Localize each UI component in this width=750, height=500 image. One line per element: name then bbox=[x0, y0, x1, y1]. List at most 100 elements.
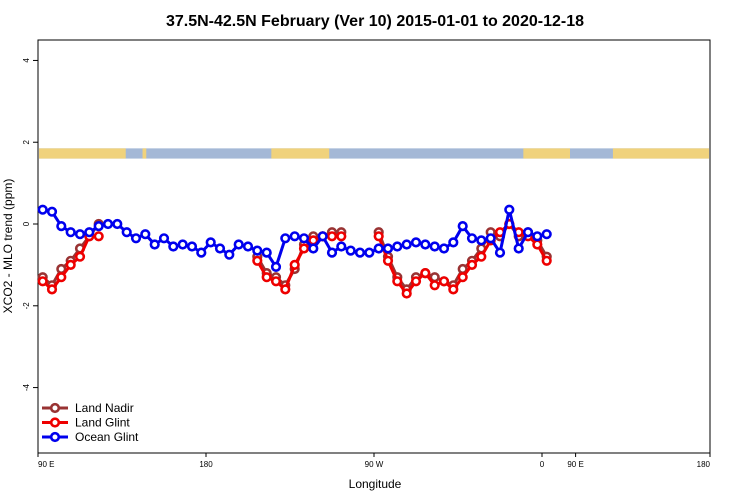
ocean-glint-point bbox=[214, 243, 226, 254]
series-layer bbox=[37, 204, 552, 299]
land-glint-point bbox=[56, 272, 67, 283]
ocean-glint-point bbox=[233, 239, 244, 250]
ocean-glint-point bbox=[93, 221, 104, 232]
legend-item-land-glint: Land Glint bbox=[42, 416, 130, 430]
ocean-glint-point bbox=[541, 229, 552, 240]
x-tick-label: 90 E bbox=[38, 460, 54, 469]
land-segment-2 bbox=[271, 148, 330, 159]
land-segment-1 bbox=[142, 148, 147, 159]
land-glint-point bbox=[466, 259, 478, 271]
x-axis: 90 E 180 90 W 0 180 90 E bbox=[37, 453, 711, 469]
land-glint-point bbox=[438, 276, 450, 287]
ocean-glint-point bbox=[130, 233, 142, 244]
plot-frame bbox=[37, 39, 711, 454]
chart-title: 37.5N-42.5N February (Ver 10) 2015-01-01… bbox=[166, 13, 584, 30]
ocean-glint-point bbox=[46, 206, 58, 217]
land-glint-point bbox=[46, 284, 58, 295]
y-tick-label: 0 bbox=[22, 221, 31, 226]
ocean-glint-point bbox=[74, 229, 86, 240]
y-tick-label: 4 bbox=[22, 58, 31, 63]
y-axis-label: XCO2 - MLO trend (ppm) bbox=[1, 179, 15, 314]
ocean-glint-point bbox=[494, 247, 506, 258]
ocean-glint-point bbox=[298, 233, 310, 244]
land-glint-point bbox=[476, 251, 487, 262]
ocean-glint-point bbox=[429, 241, 440, 252]
land-glint-point bbox=[541, 255, 552, 266]
land-glint-point bbox=[448, 284, 459, 295]
ocean-glint-point bbox=[401, 239, 412, 250]
ocean-glint-point bbox=[448, 237, 459, 248]
ocean-glint-point bbox=[513, 243, 524, 254]
ocean-glint-point bbox=[270, 261, 282, 273]
ocean-glint-point bbox=[112, 218, 123, 230]
ocean-band bbox=[39, 148, 709, 159]
land-segment-4 bbox=[612, 148, 709, 159]
series-ocean-glint bbox=[37, 204, 552, 273]
ocean-glint-point bbox=[345, 245, 356, 256]
y-axis: 4 2 0 -2 -4 bbox=[22, 58, 38, 391]
x-axis-label: Longitude bbox=[349, 477, 402, 491]
ocean-glint-point bbox=[224, 249, 235, 260]
land-ocean-band bbox=[39, 148, 709, 159]
land-glint-point bbox=[289, 259, 300, 271]
land-glint-point bbox=[382, 255, 394, 266]
land-glint-point bbox=[37, 276, 48, 287]
ocean-glint-point bbox=[56, 221, 67, 232]
ocean-glint-point bbox=[382, 243, 394, 254]
x-tick-label: 90 E bbox=[567, 460, 583, 469]
ocean-glint-point bbox=[121, 227, 132, 238]
legend-label: Ocean Glint bbox=[75, 430, 139, 444]
ocean-glint-point bbox=[522, 227, 534, 238]
land-glint-point bbox=[420, 268, 431, 279]
ocean-glint-point bbox=[242, 241, 254, 252]
land-segment-3 bbox=[523, 148, 570, 159]
ocean-glint-point bbox=[37, 204, 48, 215]
ocean-glint-point bbox=[392, 241, 403, 252]
legend-label: Land Glint bbox=[75, 416, 130, 430]
ocean-glint-point bbox=[289, 231, 300, 242]
legend-marker bbox=[49, 402, 61, 414]
x-tick-label: 180 bbox=[199, 460, 213, 469]
ocean-glint-point bbox=[205, 237, 216, 248]
legend-item-ocean-glint: Ocean Glint bbox=[42, 430, 139, 444]
land-glint-point bbox=[252, 255, 263, 266]
land-glint-point bbox=[74, 251, 86, 262]
y-tick-label: -2 bbox=[22, 302, 31, 310]
ocean-glint-point bbox=[354, 247, 366, 258]
ocean-glint-point bbox=[373, 243, 384, 254]
ocean-glint-point bbox=[149, 239, 160, 250]
land-glint-point bbox=[457, 272, 468, 283]
land-glint-point bbox=[429, 280, 440, 291]
land-glint-point bbox=[280, 284, 291, 295]
land-segment-0 bbox=[39, 148, 126, 159]
land-glint-point bbox=[532, 239, 543, 250]
ocean-glint-point bbox=[168, 241, 179, 252]
legend-item-land-nadir: Land Nadir bbox=[42, 401, 134, 415]
land-glint-point bbox=[261, 272, 272, 283]
legend-marker bbox=[49, 417, 61, 428]
ocean-glint-point bbox=[476, 235, 487, 246]
series-land-nadir bbox=[37, 218, 552, 295]
ocean-glint-point bbox=[140, 229, 151, 240]
ocean-glint-point bbox=[158, 233, 170, 244]
land-glint-point bbox=[410, 276, 422, 287]
legend-marker bbox=[49, 431, 61, 443]
land-glint-point bbox=[65, 259, 76, 271]
ocean-glint-point bbox=[532, 231, 543, 242]
y-tick-label: -4 bbox=[22, 383, 31, 391]
y-tick-label: 2 bbox=[22, 139, 31, 144]
ocean-glint-point bbox=[466, 233, 478, 244]
legend-label: Land Nadir bbox=[75, 401, 134, 415]
ocean-glint-point bbox=[485, 233, 496, 244]
ocean-glint-point bbox=[336, 241, 347, 252]
ocean-glint-point bbox=[196, 247, 207, 258]
ocean-glint-point bbox=[252, 245, 263, 256]
ocean-glint-point bbox=[420, 239, 431, 250]
ocean-glint-point bbox=[317, 231, 328, 242]
ocean-glint-point bbox=[308, 243, 319, 254]
ocean-glint-point bbox=[326, 247, 338, 258]
land-glint-point bbox=[298, 243, 310, 254]
land-glint-point bbox=[270, 276, 282, 287]
